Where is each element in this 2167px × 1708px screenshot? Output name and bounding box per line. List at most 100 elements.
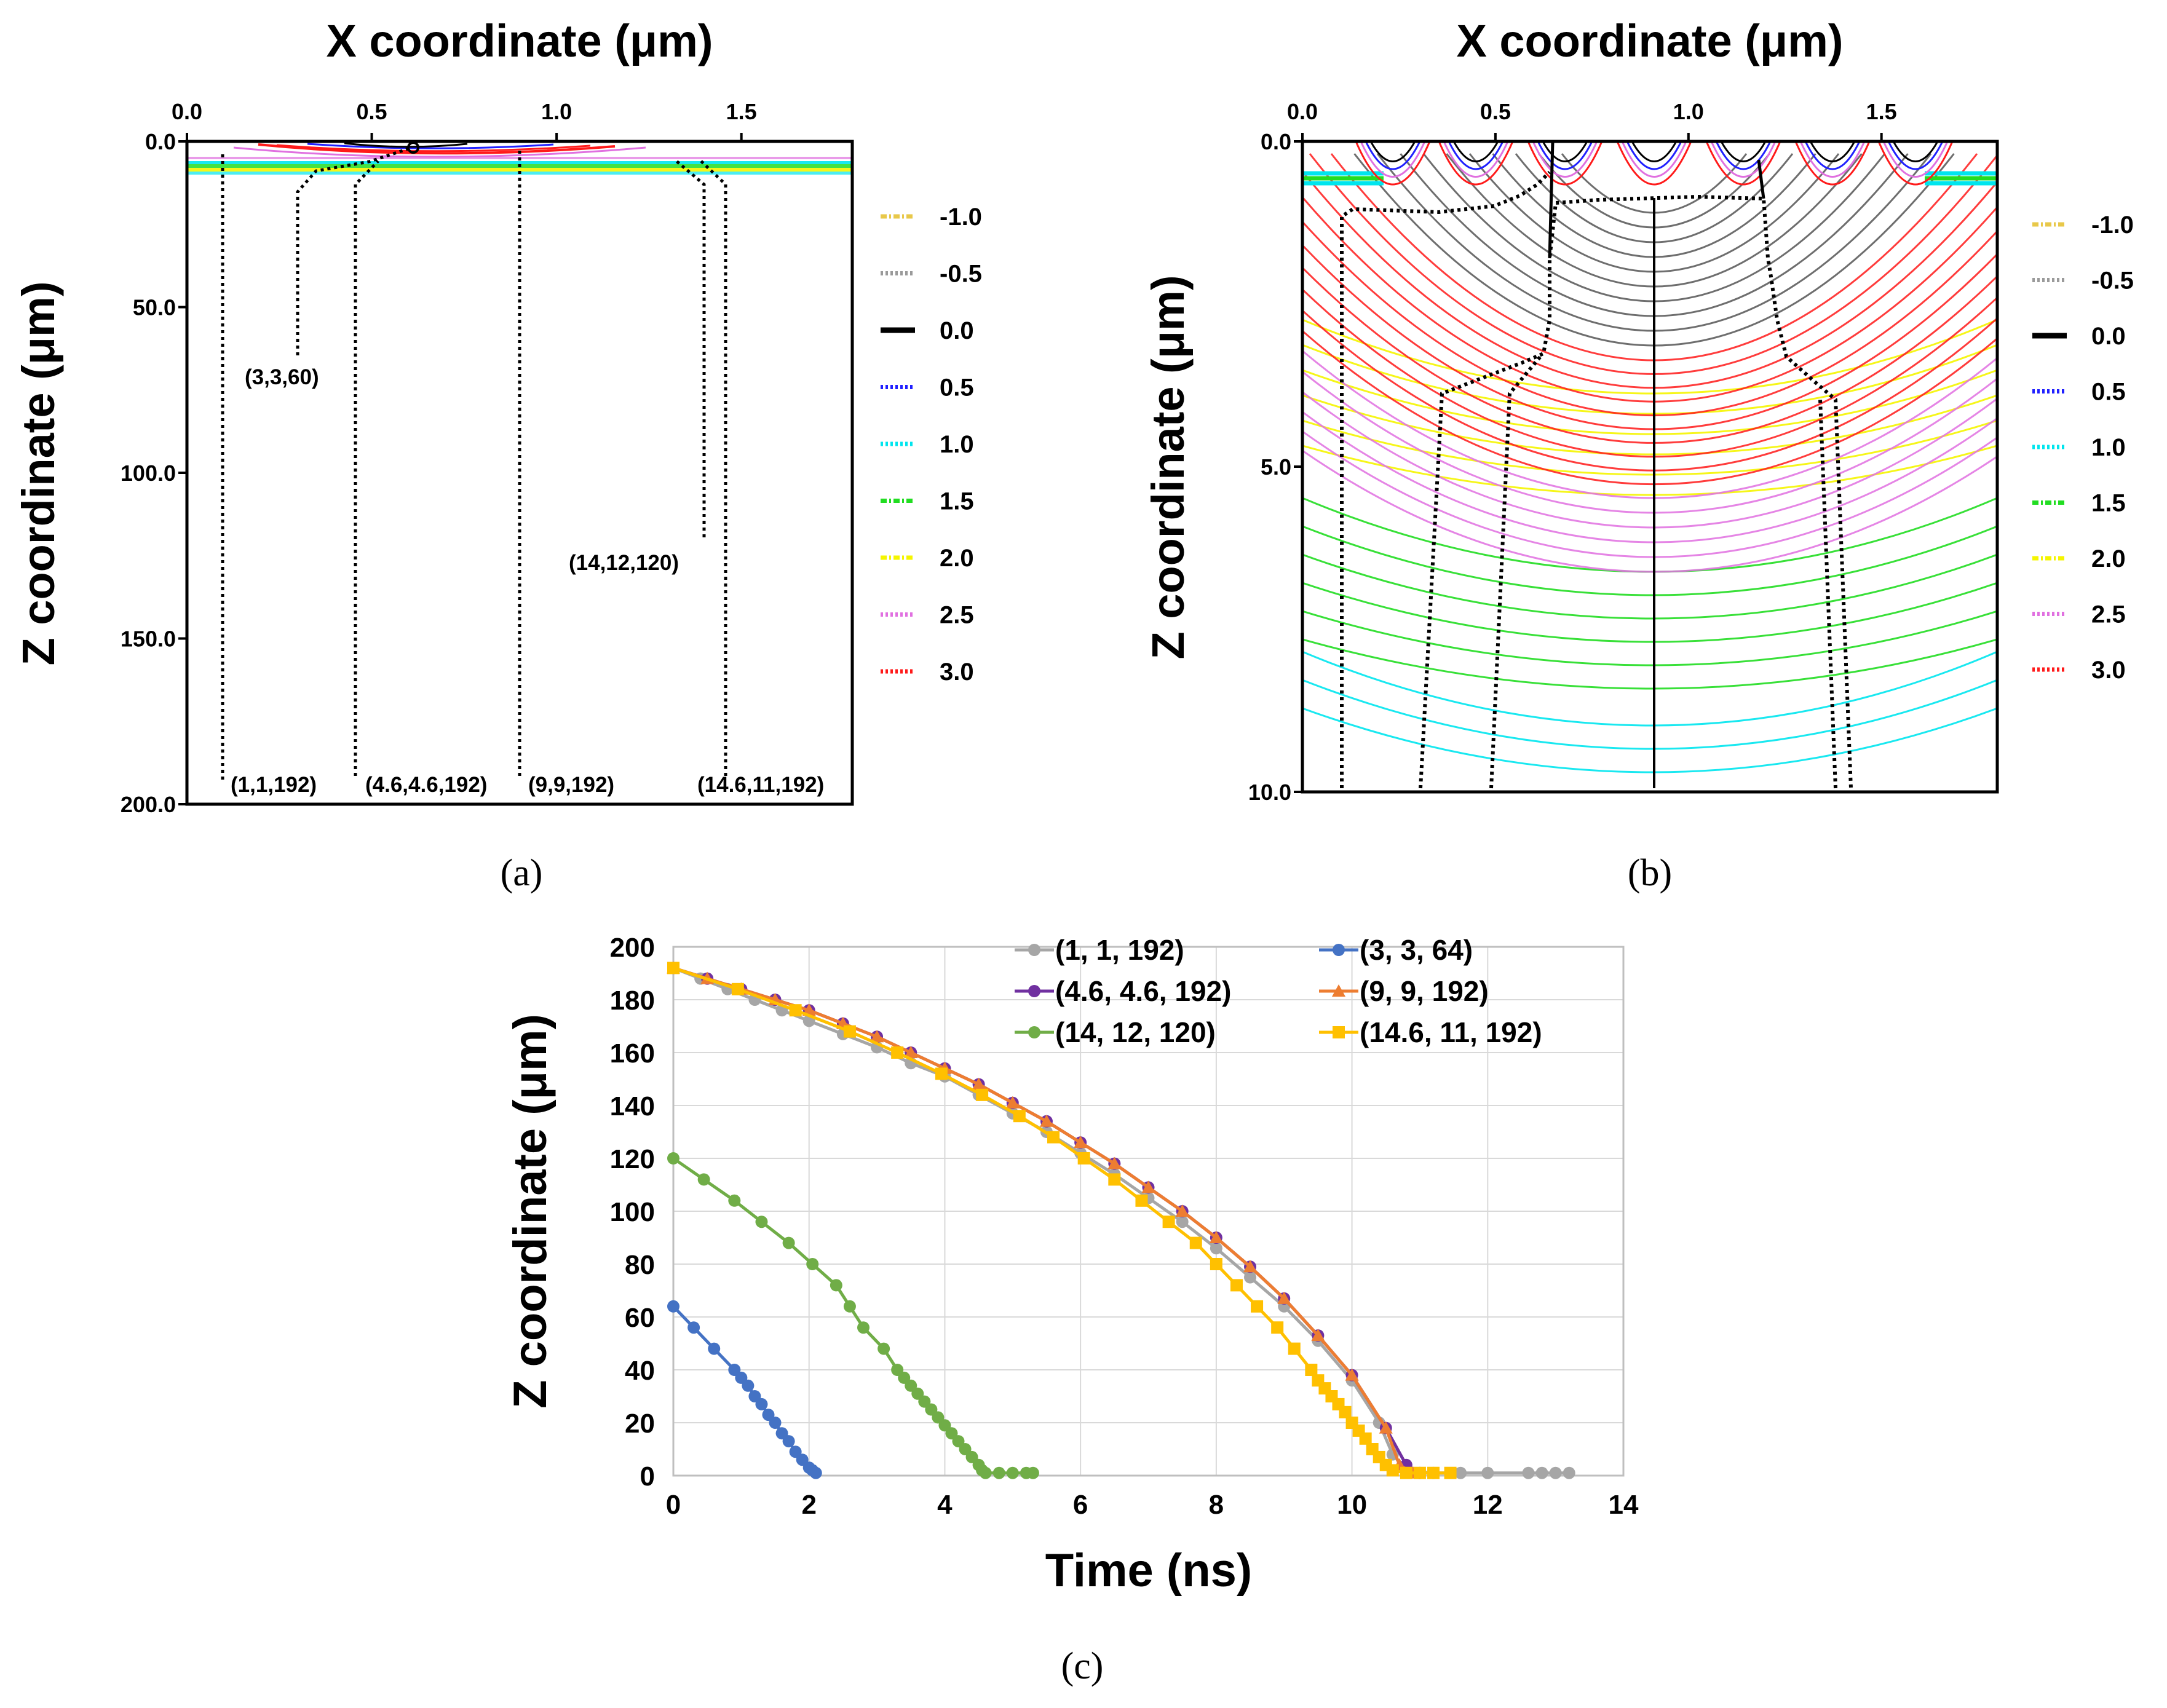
annotation-a-9-9-192: (9,9,192) — [528, 773, 614, 797]
panel-a-y-axis-title: Z coordinate (μm) — [13, 282, 64, 666]
b-x-tick-1-5: 1.5 — [1866, 99, 1897, 124]
panel-c-series-3-point-20 — [1345, 1368, 1359, 1381]
b-legend-label-0: -1.0 — [2091, 212, 2134, 239]
b-legend-label-1: -0.5 — [2091, 267, 2134, 295]
panel-c-legend-label-2: (4.6, 4.6, 192) — [1055, 975, 1231, 1007]
b-legend-label-2: 0.0 — [2091, 323, 2126, 350]
panel-c-series-0-point-18 — [1244, 1271, 1257, 1284]
panel-c-series-3-point-16 — [1209, 1231, 1223, 1243]
panel-c-series-3-point-11 — [1039, 1114, 1053, 1127]
panel-c-legend-label-3: (9, 9, 192) — [1360, 975, 1489, 1007]
panel-c-legend-label-0: (1, 1, 192) — [1055, 934, 1184, 966]
panel-c-series-0-point-29 — [1535, 1466, 1548, 1479]
a-legend-label-8: 3.0 — [940, 658, 974, 686]
a-legend-label-1: -0.5 — [940, 261, 982, 288]
panel-c-series-1-point-16 — [809, 1466, 822, 1479]
a-x-tick-0-5: 0.5 — [357, 99, 387, 124]
panel-c-series-0-point-26 — [1454, 1466, 1467, 1479]
panel-c-series-4-point-0 — [667, 1152, 679, 1164]
b-legend-label-3: 0.5 — [2091, 379, 2126, 406]
panel-c-series-3-point-18 — [1277, 1291, 1291, 1304]
panel-c-series-5-point-34 — [1427, 1466, 1440, 1479]
panel-c-series-0-point-17 — [1210, 1242, 1222, 1255]
panel-c-series-4-point-9 — [877, 1342, 890, 1355]
panel-c-series-5-point-6 — [976, 1088, 989, 1101]
panel-c-series-5-point-3 — [843, 1025, 856, 1038]
b-x-tick-1-0: 1.0 — [1673, 99, 1704, 124]
b-legend-label-4: 1.0 — [2091, 434, 2126, 461]
panel-b-legend: -1.0 -0.5 0.0 0.5 1.0 1.5 2.0 2.5 3.0 — [2032, 212, 2134, 684]
panel-c-series-5-point-2 — [789, 1004, 802, 1017]
panel-c-series-1-point-1 — [687, 1321, 700, 1334]
panel-c-series-5-point-35 — [1444, 1466, 1457, 1479]
panel-c-series-5-point-13 — [1189, 1236, 1202, 1249]
panel-c-series-4-point-1 — [697, 1173, 710, 1186]
panel-c-series-1-point-5 — [742, 1379, 755, 1392]
panel-c-series-4-point-6 — [830, 1279, 842, 1292]
panel-c-series-0-point-16 — [1176, 1216, 1189, 1228]
panel-c-series-3-point-21 — [1379, 1421, 1393, 1434]
panel-c-x-tick-0: 0 — [666, 1490, 681, 1520]
a-legend-label-3: 0.5 — [940, 374, 974, 401]
panel-c-series-4-point-24 — [979, 1466, 992, 1479]
panel-c-y-tick-20: 20 — [625, 1409, 655, 1439]
panel-c-legend-label-1: (3, 3, 64) — [1360, 934, 1473, 966]
a-legend-label-4: 1.0 — [940, 431, 974, 458]
panel-c-series-4-point-8 — [857, 1321, 870, 1334]
panel-c-series-5-point-18 — [1288, 1342, 1301, 1355]
panel-c-series-5-point-1 — [731, 982, 744, 995]
panel-c-series-5-point-27 — [1359, 1432, 1372, 1445]
annotation-a-14-12-120: (14,12,120) — [569, 551, 679, 575]
panel-c-y-tick-100: 100 — [610, 1197, 655, 1227]
a-x-tick-1-5: 1.5 — [726, 99, 757, 124]
b-legend-label-7: 2.5 — [2091, 601, 2126, 628]
panel-c-y-tick-labels: 0 20 40 60 80 100 120 140 160 180 200 — [610, 933, 655, 1492]
panel-c-series-5-point-14 — [1210, 1258, 1222, 1270]
panel-c-legend-label-5: (14.6, 11, 192) — [1360, 1016, 1542, 1048]
panel-c-series-5-point-32 — [1400, 1466, 1412, 1479]
panel-c-series-4-point-2 — [728, 1194, 741, 1207]
panel-c-series-4-point-3 — [755, 1216, 768, 1228]
a-y-tick-100-0: 100.0 — [121, 461, 176, 486]
panel-c-x-tick-labels: 0 2 4 6 8 10 12 14 — [666, 1490, 1639, 1520]
panel-c-y-tick-40: 40 — [625, 1356, 655, 1386]
panel-a-annotations: (3,3,60) (14,12,120) (1,1,192) (4.6,4.6,… — [231, 365, 824, 797]
a-y-tick-150-0: 150.0 — [121, 627, 176, 652]
panel-c-series-5-point-5 — [935, 1067, 948, 1080]
panel-a-y-tick-labels: 0.0 50.0 100.0 150.0 200.0 — [121, 129, 187, 817]
panel-c-series-4-point-26 — [1006, 1466, 1019, 1479]
a-x-tick-1-0: 1.0 — [541, 99, 572, 124]
b-y-tick-5-0: 5.0 — [1261, 454, 1291, 480]
b-x-tick-0-0: 0.0 — [1287, 99, 1318, 124]
panel-c-series-4-point-5 — [806, 1258, 819, 1270]
panel-c-legend-marker-0 — [1028, 944, 1040, 956]
panel-c-x-tick-6: 6 — [1073, 1490, 1088, 1520]
panel-c-series-5-point-0 — [667, 962, 679, 975]
panel-c-series-5-point-7 — [1013, 1110, 1026, 1123]
panel-c-legend-marker-2 — [1028, 985, 1040, 997]
panel-c-series-5-point-19 — [1305, 1364, 1318, 1376]
panel-c-series-0-point-27 — [1481, 1466, 1494, 1479]
panel-b-contour-plot: X coordinate (μm) 0.0 0.5 1.0 1.5 0.0 5.0 10.… — [1143, 15, 2134, 894]
panel-b-plot-frame — [1301, 140, 1999, 794]
panel-c-series-0-point-28 — [1522, 1466, 1535, 1479]
panel-b-x-axis-title: X coordinate (μm) — [1456, 15, 1843, 66]
annotation-a-14-6-11-192: (14.6,11,192) — [697, 773, 824, 797]
panel-a-caption: (a) — [501, 852, 543, 894]
panel-c-series-3-line — [673, 967, 1414, 1474]
panel-c-series-5-point-9 — [1077, 1152, 1090, 1164]
panel-c-series-5-point-24 — [1339, 1406, 1352, 1418]
panel-c-legend: (1, 1, 192) (3, 3, 64) (4.6, 4.6, 192) (9, … — [1015, 934, 1542, 1048]
panel-c-series-1-point-9 — [769, 1417, 782, 1429]
panel-c-y-axis-title: Z coordinate (μm) — [504, 1014, 557, 1409]
panel-a-plot-frame — [185, 140, 854, 806]
a-legend-label-5: 1.5 — [940, 488, 974, 515]
panel-c-x-tick-4: 4 — [937, 1490, 953, 1520]
panel-c-series-3-point-7 — [904, 1046, 918, 1058]
panel-c-series — [667, 961, 1575, 1479]
panel-c-series-3-point-9 — [972, 1077, 986, 1090]
panel-c-y-tick-80: 80 — [625, 1250, 655, 1280]
panel-c-y-tick-200: 200 — [610, 933, 655, 963]
panel-c-series-3-point-13 — [1107, 1156, 1122, 1169]
